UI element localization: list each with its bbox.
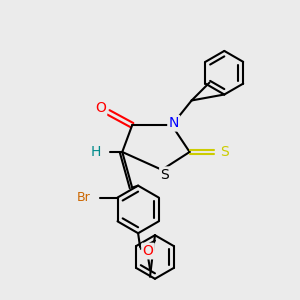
Text: S: S: [160, 168, 169, 182]
Text: N: N: [169, 116, 179, 130]
Text: S: S: [220, 145, 229, 159]
Text: O: O: [142, 244, 154, 258]
Text: H: H: [90, 145, 101, 159]
Text: O: O: [95, 101, 106, 116]
Text: Br: Br: [77, 191, 91, 204]
